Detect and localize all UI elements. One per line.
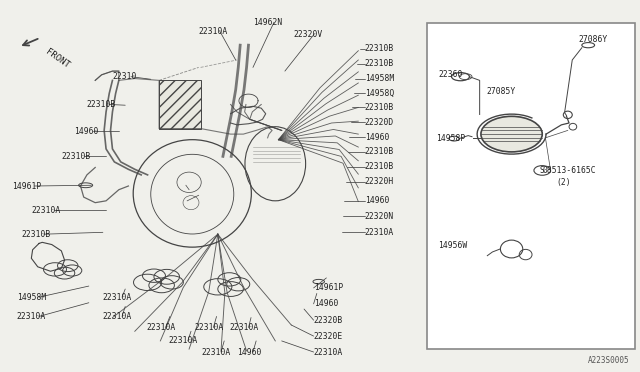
Text: 22310A: 22310A [17, 312, 46, 321]
Text: 22310A: 22310A [202, 347, 231, 356]
Text: 22310B: 22310B [365, 147, 394, 156]
Text: 22310A: 22310A [103, 312, 132, 321]
Text: 14960: 14960 [365, 196, 389, 205]
Text: 22320E: 22320E [314, 331, 343, 341]
Text: 22310B: 22310B [365, 162, 394, 171]
Text: 14960: 14960 [314, 299, 338, 308]
Text: 22310A: 22310A [169, 336, 198, 346]
Text: 22310B: 22310B [87, 100, 116, 109]
Text: 27085Y: 27085Y [486, 87, 515, 96]
Text: 22310A: 22310A [365, 228, 394, 237]
Text: 22320D: 22320D [365, 118, 394, 127]
Text: 22310A: 22310A [103, 293, 132, 302]
Text: 14960: 14960 [74, 126, 99, 136]
Text: S: S [540, 166, 545, 174]
Text: FRONT: FRONT [44, 47, 71, 70]
Text: 14961P: 14961P [12, 182, 42, 190]
Text: 14958P: 14958P [436, 134, 465, 143]
Text: 22310: 22310 [113, 72, 137, 81]
Text: 14961P: 14961P [314, 283, 343, 292]
Bar [159, 80, 200, 129]
Text: 22310A: 22310A [147, 323, 175, 332]
Text: 22310A: 22310A [314, 347, 343, 356]
Text: 14956W: 14956W [438, 241, 467, 250]
Text: 22310B: 22310B [22, 230, 51, 239]
Text: 14958M: 14958M [17, 293, 46, 302]
Text: 22310B: 22310B [365, 59, 394, 68]
Text: 14962N: 14962N [253, 18, 282, 27]
Text: 22320B: 22320B [314, 316, 343, 325]
Circle shape [481, 116, 542, 152]
Text: 22310B: 22310B [365, 103, 394, 112]
Text: 22310B: 22310B [365, 44, 394, 53]
Text: 22310A: 22310A [229, 323, 259, 332]
Text: 08513-6165C: 08513-6165C [542, 166, 596, 175]
Text: 27086Y: 27086Y [579, 35, 608, 44]
Text: 22310A: 22310A [198, 26, 228, 36]
Text: (2): (2) [556, 178, 571, 187]
Text: 22310A: 22310A [31, 206, 61, 215]
Text: 22310B: 22310B [61, 152, 91, 161]
Text: 22320H: 22320H [365, 177, 394, 186]
Text: 22320N: 22320N [365, 212, 394, 221]
Text: 14958Q: 14958Q [365, 89, 394, 98]
Text: 14958M: 14958M [365, 74, 394, 83]
Text: 22320V: 22320V [293, 29, 323, 39]
Text: 22310A: 22310A [194, 323, 223, 332]
Bar [428, 23, 635, 349]
Text: 14960: 14960 [237, 347, 261, 356]
Text: 22360: 22360 [438, 70, 463, 79]
Text: 14960: 14960 [365, 132, 389, 142]
Text: A223S0005: A223S0005 [588, 356, 630, 365]
